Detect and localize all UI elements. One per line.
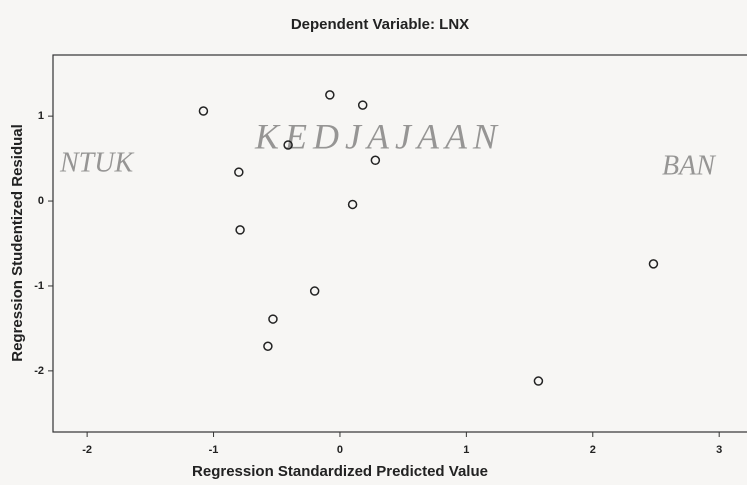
y-tick-label: 0 bbox=[38, 195, 44, 207]
x-tick-label: 1 bbox=[463, 444, 469, 456]
x-tick-label: 3 bbox=[716, 444, 722, 456]
background bbox=[0, 0, 747, 485]
chart: Dependent Variable: LNX Regression Stand… bbox=[0, 0, 747, 485]
y-tick-label: -1 bbox=[34, 280, 44, 292]
y-tick-label: -2 bbox=[34, 365, 44, 377]
x-tick-label: -1 bbox=[209, 444, 219, 456]
y-tick-label: 1 bbox=[38, 110, 44, 122]
watermark-text: BAN bbox=[662, 150, 716, 181]
x-tick-label: 2 bbox=[590, 444, 596, 456]
x-tick-label: 0 bbox=[337, 444, 343, 456]
watermark-text: NTUK bbox=[59, 147, 134, 178]
watermark-text: KEDJAJAAN bbox=[254, 116, 503, 156]
x-axis-label: Regression Standardized Predicted Value bbox=[192, 463, 488, 480]
chart-title: Dependent Variable: LNX bbox=[291, 16, 469, 33]
y-axis-label: Regression Studentized Residual bbox=[9, 124, 26, 362]
x-tick-label: -2 bbox=[82, 444, 92, 456]
